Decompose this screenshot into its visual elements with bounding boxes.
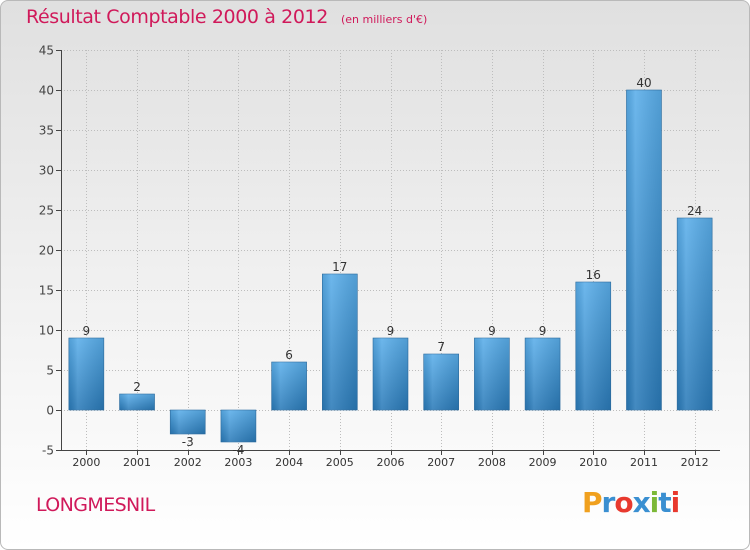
bar-shade [423,354,459,410]
value-label: 6 [285,348,293,362]
value-label: 9 [387,324,395,338]
x-tick-label: 2007 [427,456,455,469]
title-row: Résultat Comptable 2000 à 2012 (en milli… [26,6,427,28]
logo-letter: o [614,486,633,519]
y-tick-label: 40 [39,84,54,98]
bars [68,89,713,443]
value-label: 40 [636,76,651,90]
x-tick-label: 2012 [681,456,709,469]
bar-shade [525,338,561,410]
bar-shade [677,218,713,410]
bar-shade [220,410,256,442]
x-tick-label: 2004 [275,456,303,469]
y-tick-label: 25 [39,204,54,218]
value-label: 9 [488,324,496,338]
bar-shade [271,362,307,410]
y-tick-label: 30 [39,164,54,178]
value-label: 7 [437,340,445,354]
commune-name: LONGMESNIL [36,494,155,516]
y-tick-label: 10 [39,324,54,338]
labels: -50510152025303540459200022001-32002-420… [39,44,709,470]
x-tick-label: 2009 [529,456,557,469]
x-tick-label: 2005 [326,456,354,469]
logo-letter: P [582,486,603,519]
value-label: 2 [133,380,141,394]
x-tick-label: 2008 [478,456,506,469]
proxiti-logo: Proxiti [582,486,681,519]
y-tick-label: 45 [39,44,54,58]
bar-shade [170,410,206,434]
bar-shade [474,338,510,410]
x-tick-label: 2006 [377,456,405,469]
y-tick-label: 35 [39,124,54,138]
chart-subtitle: (en milliers d'€) [340,13,428,26]
logo-letter: x [632,486,651,519]
y-tick-label: 5 [46,364,54,378]
bar-shade [322,274,358,410]
bar-shade [119,394,155,410]
value-label: 16 [586,268,601,282]
y-tick-label: 20 [39,244,54,258]
bar-shade [68,338,104,410]
y-tick-label: -5 [42,444,54,458]
value-label: 9 [83,324,91,338]
value-label: 24 [687,204,702,218]
bar-shade [373,338,408,410]
value-label: 17 [332,260,347,274]
value-label: 9 [539,324,547,338]
axes [56,50,720,455]
y-tick-label: 0 [46,404,54,418]
x-tick-label: 2000 [72,456,100,469]
logo-letter: r [601,486,616,519]
x-tick-label: 2003 [224,456,252,469]
x-tick-label: 2010 [579,456,607,469]
bar-shade [626,90,662,410]
x-tick-label: 2011 [630,456,658,469]
value-label: -3 [182,435,194,449]
y-tick-label: 15 [39,284,54,298]
logo-letter: i [649,486,660,519]
value-label: -4 [232,443,244,457]
x-tick-label: 2002 [174,456,202,469]
logo-letter: i [670,486,681,519]
chart-title: Résultat Comptable 2000 à 2012 [26,6,328,28]
x-tick-label: 2001 [123,456,151,469]
logo-letter: t [658,486,671,519]
bar-shade [575,282,611,410]
